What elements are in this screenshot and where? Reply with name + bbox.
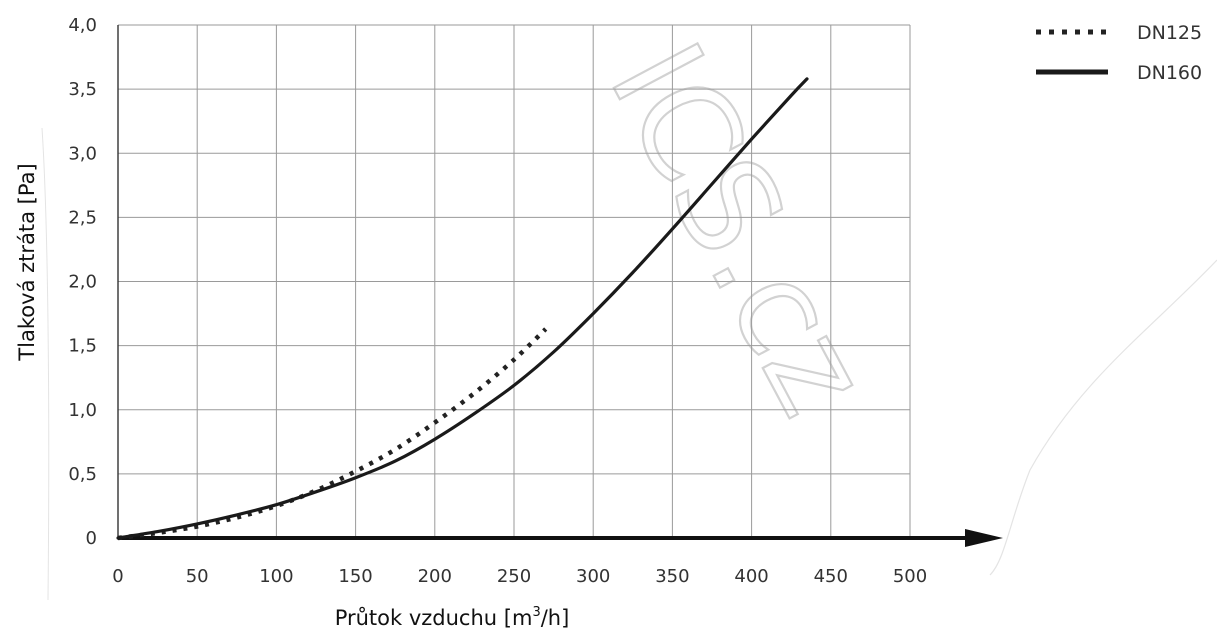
chart-grid	[117, 24, 911, 539]
x-axis-title-main: Průtok vzduchu [m	[335, 606, 533, 630]
legend-label-dn160: DN160	[1137, 62, 1202, 84]
x-axis-title: Průtok vzduchu [m3/h]	[335, 605, 570, 630]
x-tick-label: 400	[734, 566, 768, 587]
paper-edge-line	[989, 259, 1217, 576]
x-tick-label: 150	[338, 566, 372, 587]
x-axis-ticks: 0 50 100 150 200 250 300 350 400 450 500	[112, 566, 927, 587]
y-axis-title: Tlaková ztráta [Pa]	[15, 163, 39, 361]
y-axis-ticks: 0 0,5 1,0 1,5 2,0 2,5 3,0 3,5 4,0	[68, 15, 97, 549]
x-tick-label: 100	[259, 566, 293, 587]
x-axis-arrowhead	[965, 529, 1003, 547]
y-tick-label: 2,5	[68, 207, 97, 228]
x-tick-label: 200	[418, 566, 452, 587]
legend-label-dn125: DN125	[1137, 22, 1202, 44]
y-tick-label: 3,0	[68, 143, 97, 164]
watermark-text: ICS.cz	[580, 20, 899, 438]
x-tick-label: 350	[655, 566, 689, 587]
x-tick-label: 250	[497, 566, 531, 587]
series-line-dn160	[116, 77, 809, 540]
x-axis-title-unit: /h]	[541, 606, 570, 630]
watermark: ICS.cz	[41, 19, 1217, 601]
x-tick-label: 450	[814, 566, 848, 587]
x-tick-label: 0	[112, 566, 123, 587]
paper-edge-line	[41, 127, 50, 601]
chart-axes	[117, 25, 1003, 547]
legend: DN125 DN160	[1036, 22, 1202, 84]
y-tick-label: 1,0	[68, 400, 97, 421]
y-tick-label: 1,5	[68, 336, 97, 357]
series-line-dn125	[117, 327, 548, 541]
x-axis-title-superscript: 3	[532, 605, 540, 620]
x-tick-label: 50	[186, 566, 209, 587]
x-tick-label: 300	[576, 566, 610, 587]
y-tick-label: 2,0	[68, 272, 97, 293]
x-tick-label: 500	[893, 566, 927, 587]
y-tick-label: 3,5	[68, 79, 97, 100]
y-tick-label: 0	[86, 528, 97, 549]
y-tick-label: 0,5	[68, 464, 97, 485]
y-tick-label: 4,0	[68, 15, 97, 36]
series-layer	[116, 77, 809, 541]
